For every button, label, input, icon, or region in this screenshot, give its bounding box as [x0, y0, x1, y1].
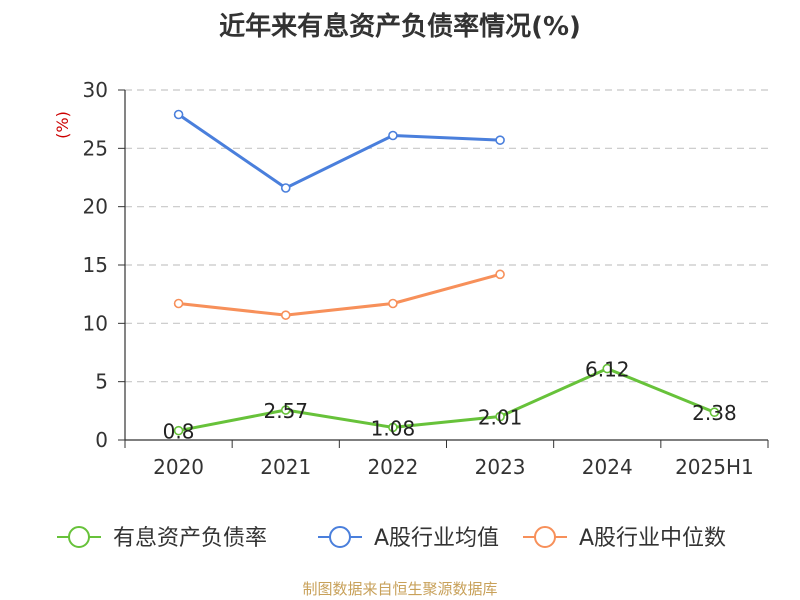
- y-tick-label: 10: [83, 311, 108, 335]
- data-point: [280, 183, 291, 193]
- y-tick-label: 20: [83, 195, 108, 219]
- data-point: [709, 407, 720, 418]
- data-label: 2.57: [263, 399, 308, 423]
- data-label: 1.08: [371, 416, 416, 440]
- series-line: [177, 113, 501, 190]
- y-tick-label: 0: [95, 428, 108, 452]
- axis-layer: 0 5 10 15 20 25 30 2020 2021 2022 2023 2024 2025H1: [83, 78, 769, 479]
- source-note: 制图数据来自恒生聚源数据库: [302, 580, 498, 598]
- x-tick-label: 2020: [153, 455, 204, 479]
- x-tick-label: 2025H1: [675, 455, 754, 479]
- legend-label: A股行业中位数: [579, 526, 726, 551]
- legend: 有息资产负债率 A股行业均值 A股行业中位数: [57, 526, 726, 551]
- data-point: [173, 298, 184, 309]
- data-point: [495, 411, 505, 422]
- data-point: [388, 130, 398, 141]
- data-label-layer: 0.8 2.57 1.08 2.01 6.12 2.38: [163, 358, 737, 444]
- data-label: 0.8: [163, 420, 195, 444]
- data-point: [173, 425, 184, 436]
- grid-layer: [125, 89, 768, 383]
- series-layer: [173, 109, 720, 436]
- legend-marker: [329, 526, 351, 548]
- data-label: 2.01: [478, 406, 523, 430]
- data-point: [495, 135, 505, 145]
- y-tick-label: 5: [95, 370, 108, 394]
- legend-label: A股行业均值: [374, 526, 499, 551]
- legend-item: A股行业中位数: [523, 526, 726, 551]
- legend-marker: [534, 526, 556, 548]
- y-tick-label: 30: [83, 78, 108, 102]
- y-tick-label: 25: [83, 136, 108, 160]
- data-point: [388, 422, 398, 433]
- x-tick-label: 2022: [367, 455, 418, 479]
- x-tick-label: 2023: [475, 455, 526, 479]
- chart-title: 近年来有息资产负债率情况(%): [219, 12, 581, 42]
- data-point: [495, 269, 505, 280]
- x-tick-label: 2024: [582, 455, 633, 479]
- data-point: [280, 405, 291, 415]
- legend-item: 有息资产负债率: [57, 526, 267, 551]
- legend-label: 有息资产负债率: [113, 526, 267, 551]
- data-point: [602, 363, 613, 374]
- data-point: [280, 310, 291, 320]
- y-tick-label: 15: [83, 253, 108, 277]
- series-line: [178, 367, 715, 433]
- data-point: [173, 109, 184, 120]
- data-point: [388, 298, 398, 309]
- legend-item: A股行业均值: [318, 526, 499, 551]
- y-axis-label: (%): [53, 111, 72, 139]
- data-label: 2.38: [692, 401, 737, 425]
- data-label: 6.12: [585, 358, 630, 382]
- series-line: [178, 272, 501, 317]
- x-tick-label: 2021: [260, 455, 311, 479]
- legend-marker: [68, 526, 90, 548]
